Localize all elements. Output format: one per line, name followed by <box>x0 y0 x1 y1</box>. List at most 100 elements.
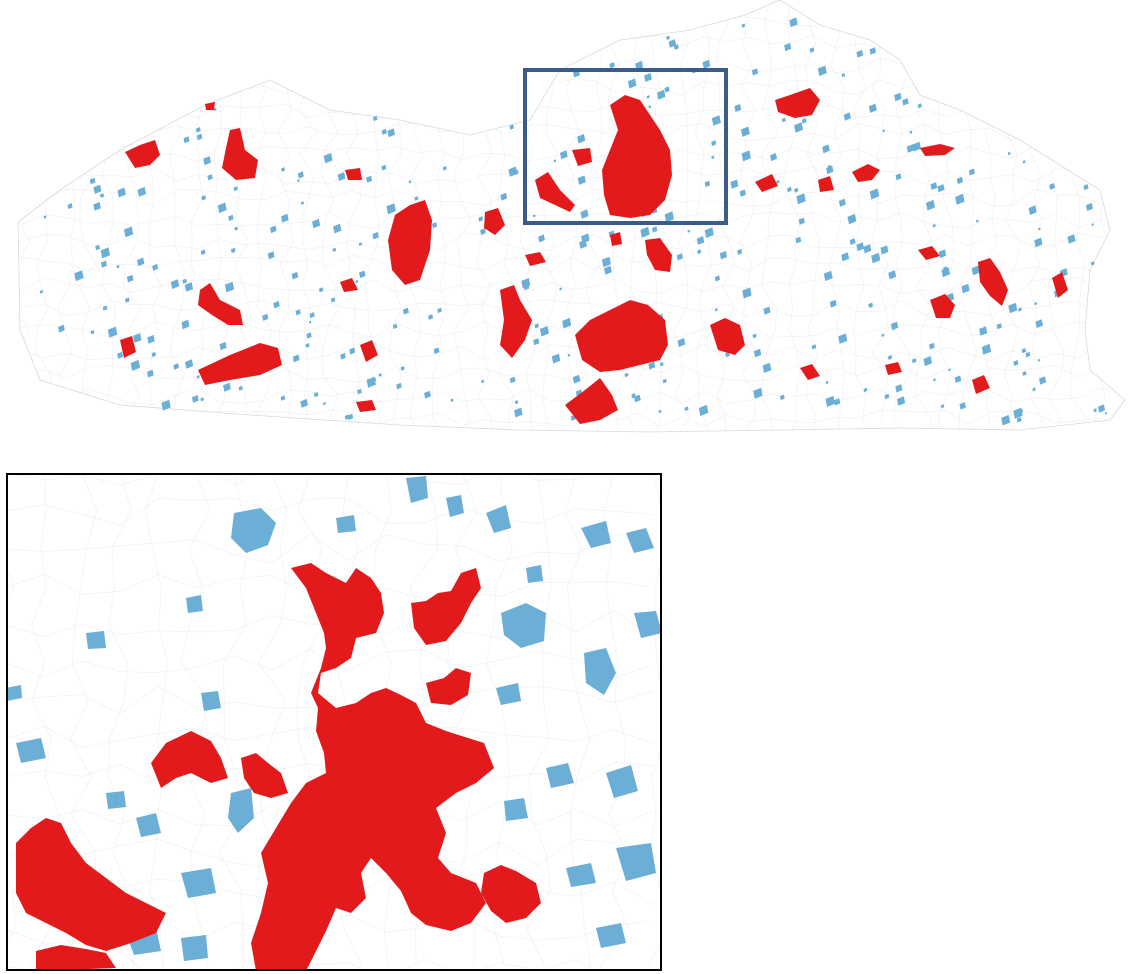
urban-cluster-south-small <box>356 400 376 412</box>
suburban-cluster <box>186 595 203 613</box>
urban-cluster-central-2 <box>525 252 546 266</box>
suburban-cluster <box>43 215 47 219</box>
boundary-line <box>18 166 1123 185</box>
suburban-cluster <box>811 344 817 350</box>
suburban-cluster <box>1034 301 1038 306</box>
suburban-cluster <box>687 229 691 233</box>
suburban-cluster <box>74 270 84 282</box>
suburban-cluster <box>734 104 742 112</box>
suburban-cluster <box>147 334 155 344</box>
suburban-cluster <box>843 112 851 121</box>
suburban-cluster <box>753 387 763 399</box>
suburban-cluster <box>651 226 658 233</box>
urban-cluster-dendermonde <box>484 208 505 235</box>
suburban-cluster <box>752 333 757 339</box>
boundary-line <box>519 0 537 432</box>
suburban-cluster <box>152 263 159 271</box>
suburban-cluster <box>825 380 829 385</box>
suburban-cluster <box>504 798 528 821</box>
suburban-cluster <box>551 353 561 364</box>
suburban-cluster <box>929 342 935 350</box>
suburban-cluster <box>955 193 965 205</box>
suburban-cluster <box>702 59 711 69</box>
suburban-cluster <box>196 133 203 141</box>
suburban-cluster <box>640 226 650 238</box>
suburban-cluster <box>147 369 154 378</box>
suburban-cluster <box>1001 414 1011 426</box>
urban-cluster-east-1 <box>755 174 778 192</box>
suburban-cluster <box>996 323 1002 330</box>
suburban-cluster <box>644 72 652 82</box>
suburban-cluster <box>753 348 762 358</box>
suburban-cluster <box>433 347 440 355</box>
suburban-cluster <box>228 788 254 833</box>
suburban-cluster <box>895 384 903 393</box>
suburban-cluster <box>1007 151 1011 156</box>
suburban-cluster <box>871 252 881 264</box>
suburban-cluster <box>559 150 568 160</box>
suburban-cluster <box>869 188 880 200</box>
suburban-cluster <box>234 226 238 231</box>
suburban-cluster <box>300 201 304 205</box>
urban-cluster-kortrijk <box>198 283 243 325</box>
urban-cluster-antwerp-west <box>535 172 575 212</box>
inset-map <box>6 473 662 971</box>
urban-cluster-brussels-ring <box>575 300 668 372</box>
urban-cluster-north-west-small <box>345 168 362 180</box>
suburban-cluster <box>664 211 674 223</box>
boundary-line <box>0 0 8 440</box>
suburban-cluster <box>781 117 786 123</box>
suburban-cluster <box>406 476 428 503</box>
suburban-cluster <box>359 270 366 279</box>
boundary-line <box>320 0 339 432</box>
suburban-cluster <box>501 603 546 648</box>
urban-cluster-mechelen <box>645 238 672 272</box>
suburban-cluster <box>711 155 715 160</box>
suburban-cluster <box>627 78 637 89</box>
suburban-cluster <box>126 274 134 283</box>
suburban-cluster <box>940 404 945 409</box>
urban-cluster-bruges <box>125 140 160 168</box>
urban-cluster-central-1 <box>500 285 532 358</box>
suburban-cluster <box>99 193 104 198</box>
suburban-cluster <box>181 319 190 330</box>
suburban-cluster <box>841 252 850 262</box>
suburban-cluster <box>968 168 975 176</box>
boundary-line <box>18 34 1123 52</box>
suburban-cluster <box>906 144 914 153</box>
suburban-cluster <box>1016 417 1022 423</box>
suburban-cluster <box>123 226 134 238</box>
suburban-cluster <box>219 341 227 351</box>
suburban-cluster <box>100 247 110 259</box>
suburban-cluster <box>93 202 101 211</box>
boundary-line <box>563 0 580 432</box>
suburban-cluster <box>959 402 966 410</box>
suburban-cluster <box>863 244 872 254</box>
suburban-cluster <box>795 236 802 244</box>
suburban-cluster <box>381 128 387 135</box>
urban-cluster-hasselt <box>930 294 955 318</box>
boundary-line <box>716 0 736 432</box>
boundary-line <box>6 533 653 564</box>
suburban-cluster <box>185 359 194 369</box>
suburban-cluster <box>184 282 194 292</box>
suburban-cluster <box>306 332 312 339</box>
suburban-cluster <box>137 186 146 197</box>
suburban-cluster <box>1034 237 1043 248</box>
suburban-cluster <box>1022 160 1026 164</box>
suburban-cluster <box>480 228 486 235</box>
suburban-cluster <box>432 222 438 229</box>
boundary-line <box>18 409 1123 427</box>
boundary-line <box>673 0 690 432</box>
suburban-cluster <box>513 169 519 176</box>
suburban-cluster <box>923 356 932 367</box>
suburban-cluster <box>635 60 644 71</box>
suburban-cluster <box>1013 407 1023 419</box>
suburban-cluster <box>130 359 141 371</box>
suburban-cluster <box>856 49 864 58</box>
suburban-cluster <box>1038 227 1041 231</box>
suburban-cluster <box>911 358 917 364</box>
suburban-cluster <box>402 307 409 315</box>
suburban-cluster <box>93 184 102 194</box>
suburban-cluster <box>170 279 180 289</box>
